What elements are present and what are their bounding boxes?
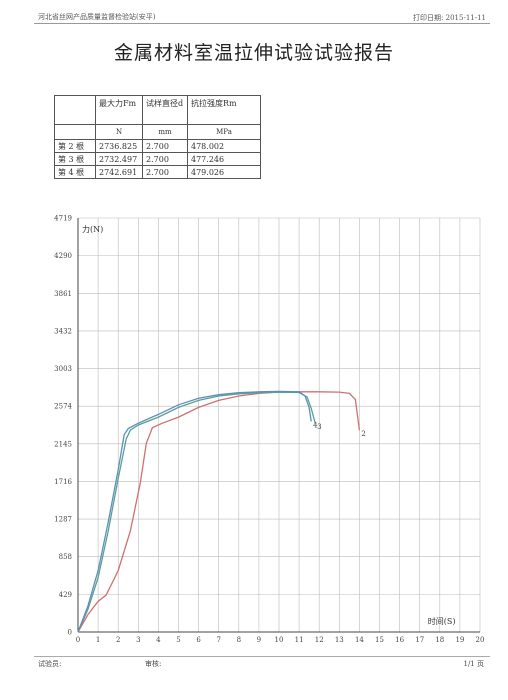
series-end-label-2: 2 xyxy=(361,430,365,438)
x-tick-label: 8 xyxy=(237,636,241,644)
x-tick-label: 20 xyxy=(476,636,485,644)
table-units-row: N mm MPa xyxy=(54,124,261,140)
x-tick-label: 0 xyxy=(76,636,80,644)
print-date-value: 2015-11-11 xyxy=(445,14,486,22)
chart-labels: 0 1 2 3 4 5 6 7 8 9 10 11 12 13 14 15 16 17 18 19 2004298581… xyxy=(54,215,484,645)
y-tick-label: 3432 xyxy=(54,327,72,335)
x-tick-label: 7 xyxy=(216,636,220,644)
chart-series xyxy=(77,390,361,633)
y-tick-label: 858 xyxy=(59,553,72,561)
reviewer-label: 审核: xyxy=(145,660,162,668)
series-end-label-3: 3 xyxy=(317,423,321,431)
y-tick-label: 3003 xyxy=(54,365,72,373)
x-tick-label: 12 xyxy=(315,636,324,644)
y-tick-label: 1716 xyxy=(54,478,72,486)
report-title: 金属材料室温拉伸试验试验报告 xyxy=(113,42,394,64)
series-end-label-4: 4 xyxy=(313,421,318,429)
header-rule xyxy=(34,23,490,24)
y-axis-label: 力(N) xyxy=(82,224,103,234)
y-tick-label: 2145 xyxy=(54,440,72,448)
y-tick-label: 4719 xyxy=(54,215,72,223)
x-tick-label: 14 xyxy=(355,636,364,644)
page-number: 1/1 页 xyxy=(463,660,485,668)
y-tick-label: 429 xyxy=(59,591,72,599)
header-cell xyxy=(54,95,96,125)
x-axis-label: 时间(S) xyxy=(428,616,456,626)
y-tick-label: 0 xyxy=(68,629,72,637)
results-table: 最大力Fm 试样直径d 抗拉强度Rm N mm MPa 第 2 根 2736.8… xyxy=(54,95,261,179)
x-tick-label: 9 xyxy=(257,636,261,644)
lab-name: 河北省丝网产品质量监督检验站(安平) xyxy=(38,13,156,21)
x-tick-label: 2 xyxy=(116,636,120,644)
print-date: 打印日期: 2015-11-11 xyxy=(413,13,486,23)
footer-rule xyxy=(34,656,490,657)
series-line-2 xyxy=(77,391,361,633)
x-tick-label: 15 xyxy=(375,636,384,644)
header-cell: 最大力Fm xyxy=(95,95,143,125)
series-line-3 xyxy=(77,391,316,633)
x-tick-label: 19 xyxy=(455,636,464,644)
y-tick-label: 3861 xyxy=(54,290,72,298)
y-tick-label: 1287 xyxy=(54,516,72,524)
series-line-4 xyxy=(77,390,312,633)
chart-grid xyxy=(77,217,481,633)
y-tick-label: 4290 xyxy=(54,252,72,260)
tester-label: 试验员: xyxy=(38,660,62,668)
print-date-label: 打印日期: xyxy=(413,14,444,22)
x-tick-label: 4 xyxy=(156,636,161,644)
x-tick-label: 16 xyxy=(395,636,404,644)
x-tick-label: 18 xyxy=(435,636,444,644)
table-row: 第 2 根 2736.825 2.700 478.002 xyxy=(54,139,261,153)
x-tick-label: 10 xyxy=(275,636,284,644)
y-tick-label: 2574 xyxy=(54,403,72,411)
x-tick-label: 6 xyxy=(196,636,201,644)
x-tick-label: 17 xyxy=(415,636,424,644)
x-tick-label: 13 xyxy=(335,636,344,644)
table-row: 第 3 根 2732.497 2.700 477.246 xyxy=(54,152,261,166)
x-tick-label: 5 xyxy=(176,636,180,644)
x-tick-label: 3 xyxy=(136,636,140,644)
table-cell: 479.026 xyxy=(187,165,261,179)
table-row: 第 4 根 2742.691 2.700 479.026 xyxy=(54,165,261,179)
x-tick-label: 1 xyxy=(96,636,100,644)
x-tick-label: 11 xyxy=(295,636,304,644)
